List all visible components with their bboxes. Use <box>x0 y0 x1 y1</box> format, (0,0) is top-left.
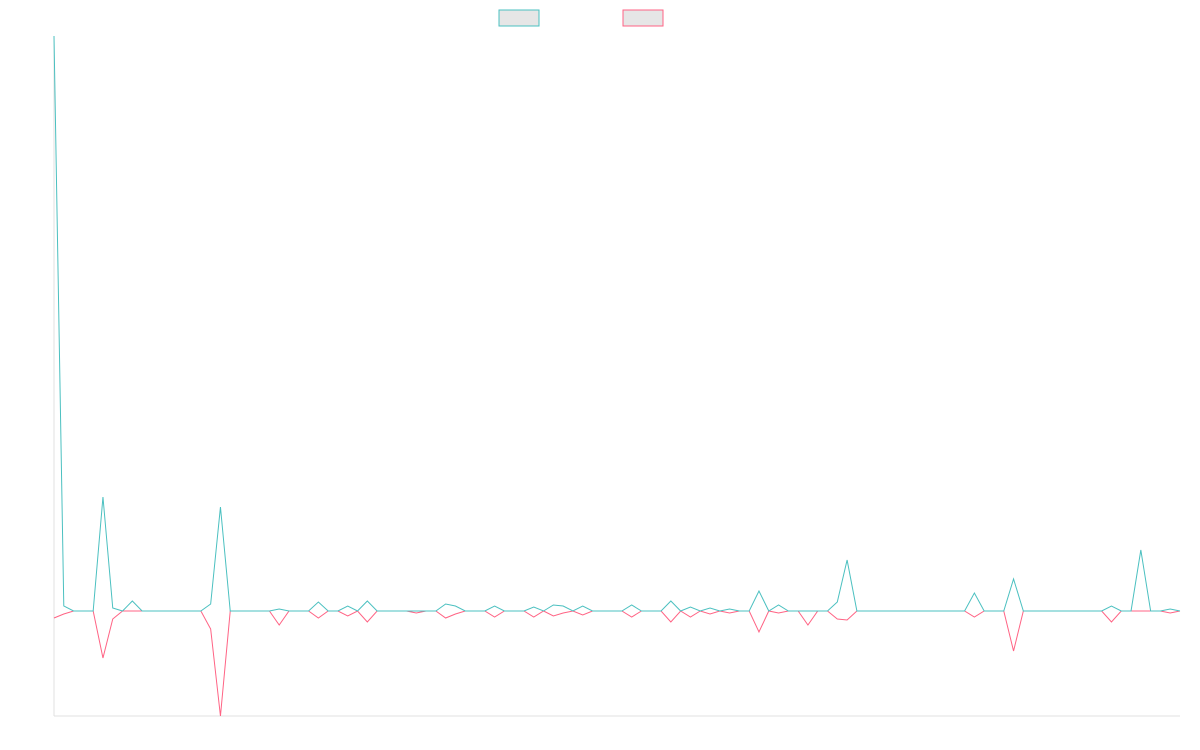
series-line <box>53 35 1181 612</box>
series-line <box>53 610 1181 717</box>
legend-swatch[interactable] <box>622 9 664 27</box>
legend-swatch[interactable] <box>498 9 540 27</box>
